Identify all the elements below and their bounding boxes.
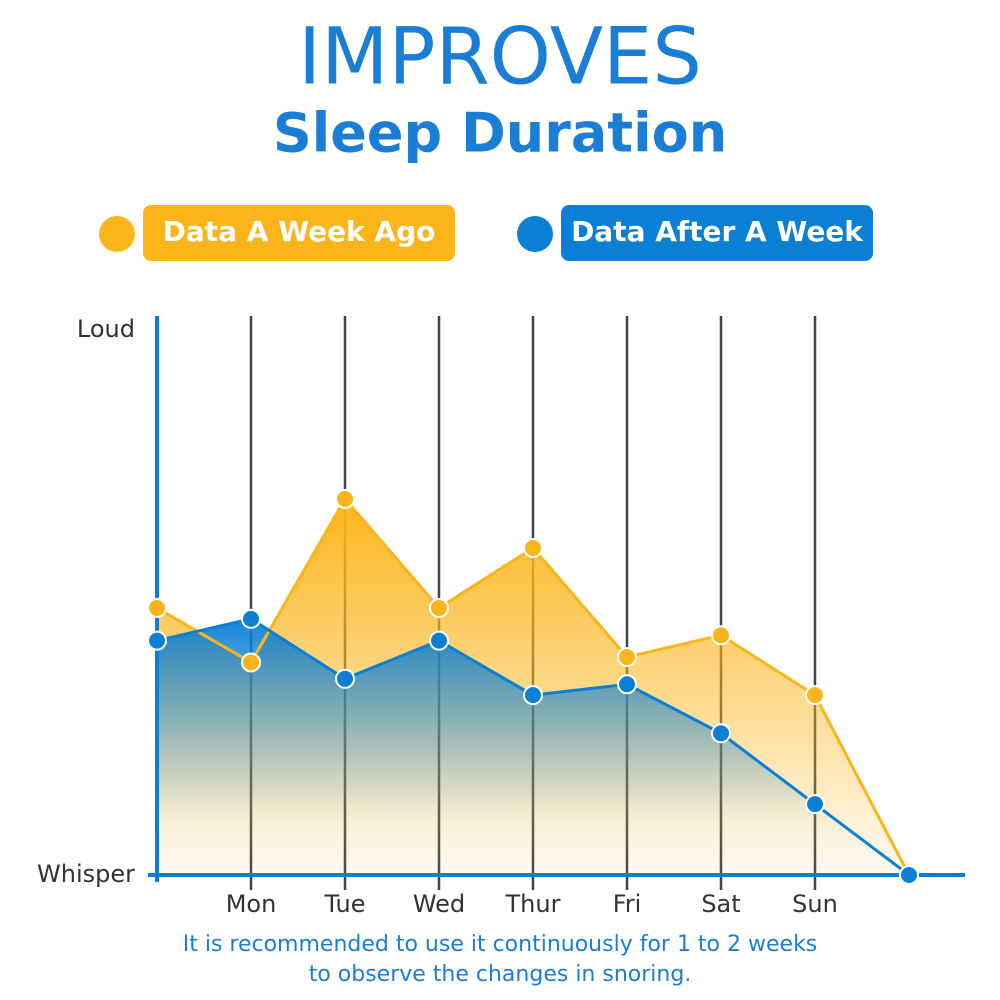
point [805, 685, 825, 706]
x-tick-label: Sun [792, 890, 838, 918]
x-tick-label: Wed [413, 890, 465, 918]
point [429, 630, 449, 651]
x-tick-label: Thur [505, 890, 561, 918]
point [899, 865, 919, 885]
chart-title: IMPROVES [298, 12, 702, 102]
point [241, 652, 261, 673]
y-tick-label: Whisper [37, 860, 135, 888]
legend-box [561, 205, 873, 261]
x-tick-label: Fri [613, 890, 642, 918]
point [429, 597, 449, 618]
legend-marker [99, 216, 135, 252]
point [335, 668, 355, 689]
legend-marker [517, 216, 553, 252]
plot: Data A Week Ago Data After A Week Mon Tue We… [37, 205, 965, 918]
legend-label: Data After A Week [571, 215, 864, 248]
footnote: It is recommended to use it continuously… [183, 932, 818, 957]
point [523, 685, 543, 706]
chart-subtitle: Sleep Duration [273, 102, 727, 165]
point [523, 538, 543, 558]
point [241, 608, 261, 629]
point [617, 674, 637, 695]
point [147, 630, 167, 651]
y-tick-label: Loud [77, 315, 135, 343]
point [335, 488, 355, 509]
x-tick-label: Tue [324, 890, 366, 918]
point [617, 647, 637, 667]
point [711, 625, 731, 646]
legend-box [143, 205, 455, 261]
x-tick-label: Sat [701, 890, 740, 918]
legend-label: Data A Week Ago [163, 215, 436, 248]
footnote: to observe the changes in snoring. [309, 962, 692, 987]
point [147, 597, 167, 618]
point [711, 723, 731, 744]
point [805, 794, 825, 815]
x-tick-label: Mon [226, 890, 277, 918]
